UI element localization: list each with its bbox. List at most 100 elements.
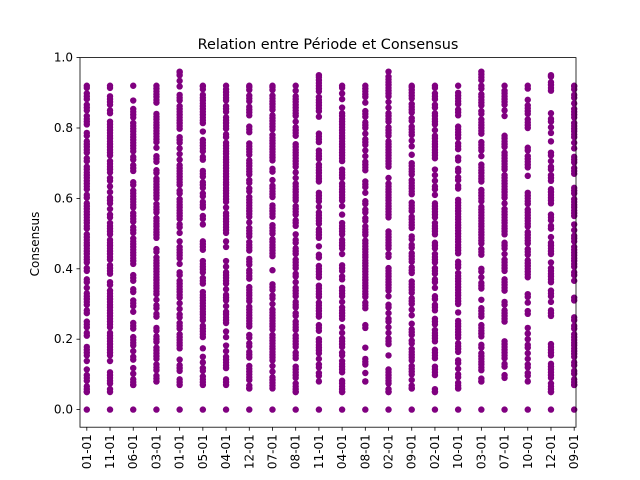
data-point: [431, 84, 439, 92]
data-point: [106, 329, 114, 337]
data-point: [501, 276, 508, 283]
data-point: [106, 84, 114, 92]
data-point: [130, 297, 137, 304]
data-point: [385, 293, 392, 300]
data-point: [478, 152, 485, 160]
data-point: [292, 180, 299, 187]
data-point: [130, 319, 137, 327]
data-point: [431, 126, 439, 134]
data-point: [246, 92, 253, 99]
data-point: [454, 406, 462, 413]
data-point: [454, 317, 462, 325]
data-point: [547, 79, 555, 86]
data-point: [338, 90, 346, 97]
data-point: [501, 200, 508, 207]
data-point: [222, 102, 230, 110]
data-point: [524, 172, 531, 180]
data-point: [431, 166, 439, 173]
data-point: [454, 269, 462, 277]
data-point: [478, 82, 485, 89]
data-point: [176, 305, 183, 313]
data-point: [478, 186, 485, 194]
data-point: [408, 160, 415, 167]
data-point: [431, 264, 439, 272]
data-point: [153, 333, 160, 340]
data-point: [315, 93, 323, 101]
x-tick-label: 09-01: [405, 434, 419, 469]
data-point: [362, 189, 369, 196]
data-point: [222, 342, 230, 349]
data-point: [222, 114, 230, 121]
data-point: [176, 243, 183, 251]
data-point: [385, 301, 392, 308]
data-point: [83, 318, 91, 325]
x-tick-label: 10-01: [521, 434, 535, 469]
data-point: [130, 179, 137, 186]
data-point: [315, 406, 323, 413]
data-point: [199, 238, 207, 245]
data-point: [153, 144, 160, 151]
data-point: [130, 187, 137, 194]
data-point: [431, 239, 439, 246]
data-point: [547, 124, 555, 131]
data-point: [222, 328, 230, 335]
data-point: [292, 118, 299, 125]
x-tick-label: 07-01: [498, 434, 512, 469]
data-point: [176, 195, 183, 203]
data-point: [199, 136, 207, 144]
data-point: [199, 359, 207, 366]
data-point: [176, 311, 183, 318]
data-point: [570, 376, 578, 383]
data-point: [570, 226, 578, 234]
data-point: [269, 306, 276, 313]
data-point: [362, 178, 369, 185]
data-point: [315, 74, 323, 81]
data-point: [547, 307, 555, 314]
data-point: [153, 372, 160, 380]
data-point: [246, 255, 253, 263]
data-point: [130, 162, 137, 169]
data-point: [315, 189, 323, 196]
data-point: [176, 277, 183, 284]
data-point: [570, 322, 578, 330]
data-point: [454, 196, 462, 204]
data-point: [408, 143, 415, 150]
data-point: [199, 274, 207, 282]
data-point: [338, 298, 346, 306]
data-point: [408, 264, 415, 271]
data-point: [454, 182, 462, 189]
data-point: [408, 326, 415, 333]
data-point: [431, 385, 439, 393]
data-point: [478, 406, 485, 413]
data-point: [454, 154, 462, 161]
data-point: [385, 138, 392, 145]
data-point: [338, 357, 346, 365]
data-point: [83, 329, 91, 337]
data-point: [199, 128, 207, 135]
data-point: [130, 364, 137, 372]
data-point: [130, 82, 137, 89]
data-point: [431, 219, 439, 227]
data-point: [408, 100, 415, 108]
data-point: [547, 239, 555, 246]
data-point: [547, 157, 555, 165]
data-point: [385, 68, 392, 75]
data-point: [106, 211, 114, 218]
data-point: [547, 340, 555, 348]
data-point: [431, 177, 439, 184]
data-point: [385, 366, 392, 373]
data-point: [246, 348, 253, 356]
data-point: [292, 406, 299, 413]
data-point: [547, 186, 555, 193]
data-point: [524, 336, 531, 343]
data-point: [292, 298, 299, 306]
data-point: [385, 110, 392, 117]
data-point: [547, 406, 555, 413]
data-point: [547, 264, 555, 272]
data-point: [83, 343, 91, 351]
data-point: [385, 98, 392, 106]
data-point: [292, 256, 299, 263]
data-point: [338, 250, 346, 258]
data-point: [246, 340, 253, 347]
data-point: [199, 288, 207, 296]
